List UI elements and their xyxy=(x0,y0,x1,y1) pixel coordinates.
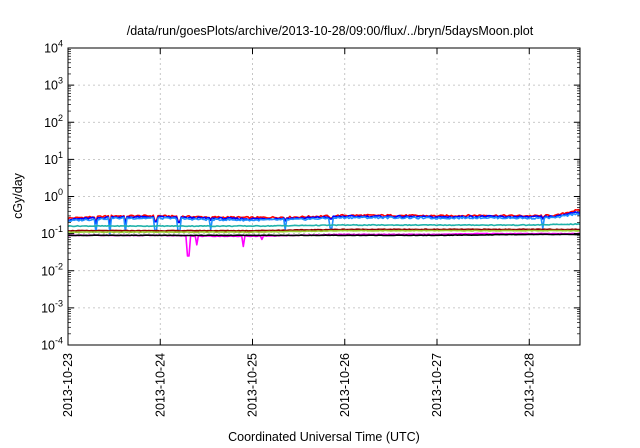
series-line xyxy=(67,233,580,237)
y-axis-ticks: 10-4 10-3 10-2 10-1 100 101 102 103 104 xyxy=(41,39,580,353)
y-axis-label: cGy/day xyxy=(11,172,25,219)
series-line xyxy=(67,232,581,257)
x-tick-label: 2013-10-24 xyxy=(153,353,167,417)
x-axis-ticks: 2013-10-23 2013-10-24 2013-10-25 2013-10-26… xyxy=(61,48,536,417)
y-tick-label: 101 xyxy=(44,150,63,167)
x-tick-label: 2013-10-25 xyxy=(246,353,260,417)
series-line xyxy=(67,223,581,228)
y-tick-label: 102 xyxy=(44,113,63,130)
x-axis-label: Coordinated Universal Time (UTC) xyxy=(228,430,420,444)
y-tick-label: 10-3 xyxy=(41,298,63,315)
y-tick-label: 104 xyxy=(44,39,63,56)
series-layer xyxy=(67,208,581,257)
x-tick-label: 2013-10-23 xyxy=(61,353,75,417)
x-tick-label: 2013-10-26 xyxy=(338,353,352,417)
x-tick-label: 2013-10-27 xyxy=(430,353,444,417)
y-tick-label: 10-2 xyxy=(41,261,63,278)
y-tick-label: 103 xyxy=(44,76,63,93)
y-tick-label: 10-4 xyxy=(41,336,63,353)
chart-title: /data/run/goesPlots/archive/2013-10-28/0… xyxy=(127,24,534,38)
series-line xyxy=(68,228,580,232)
gridlines xyxy=(68,48,580,345)
x-tick-label: 2013-10-28 xyxy=(522,353,536,417)
series-line xyxy=(67,212,581,235)
y-tick-label: 100 xyxy=(44,187,63,204)
series-line xyxy=(67,229,581,234)
series-line xyxy=(67,211,580,226)
y-tick-label: 10-1 xyxy=(41,224,63,241)
